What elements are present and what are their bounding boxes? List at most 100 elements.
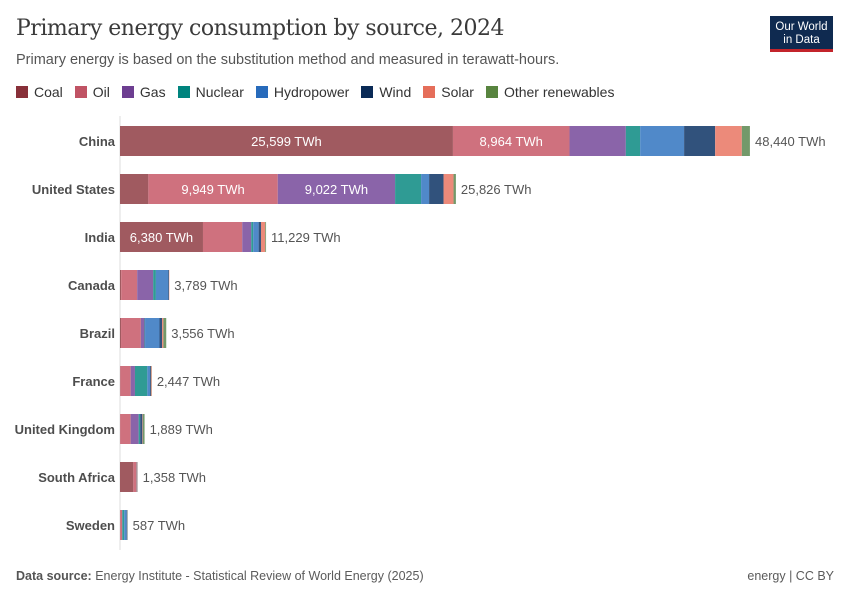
legend-label: Other renewables [503, 84, 615, 100]
legend-label: Solar [441, 84, 474, 100]
bar-segment-other-renewables [265, 222, 267, 252]
total-value-label: 2,447 TWh [157, 374, 220, 389]
owid-logo[interactable]: Our World in Data [770, 16, 833, 52]
segment-value-label: 8,964 TWh [480, 134, 543, 149]
bar-segment-gas [140, 318, 145, 348]
category-label: South Africa [38, 470, 116, 485]
bar-segment-oil [452, 126, 570, 156]
bar-segment-hydropower [253, 222, 259, 252]
total-value-label: 25,826 TWh [461, 182, 532, 197]
source-label: Data source: [16, 569, 92, 583]
legend-item-gas[interactable]: Gas [121, 84, 166, 100]
bar-segment-oil [120, 510, 123, 540]
total-value-label: 11,229 TWh [271, 230, 341, 245]
bar-segment-oil [121, 318, 141, 348]
legend-item-nuclear[interactable]: Nuclear [177, 84, 244, 100]
bar-segment-other-renewables [163, 318, 167, 348]
bar-segment-other-renewables [142, 414, 145, 444]
legend-label: Gas [139, 84, 166, 100]
total-value-label: 587 TWh [133, 518, 186, 533]
total-value-label: 1,358 TWh [143, 470, 206, 485]
bar-segment-oil [202, 222, 243, 252]
bar-segment-nuclear [138, 414, 140, 444]
bar-segment-solar [443, 174, 454, 204]
legend-item-hydropower[interactable]: Hydropower [255, 84, 349, 100]
chart-subtitle: Primary energy is based on the substitut… [16, 52, 560, 68]
bar-segment-wind [159, 318, 163, 348]
category-label: Sweden [66, 518, 115, 533]
legend-swatch [423, 86, 436, 98]
segment-value-label: 9,949 TWh [181, 182, 244, 197]
legend-item-oil[interactable]: Oil [74, 84, 110, 100]
bar-segment-other-renewables [741, 126, 750, 156]
bar-segment-oil [133, 462, 137, 492]
bar-segment-nuclear [122, 510, 125, 540]
bar-segment-nuclear [144, 318, 146, 348]
bar-segment-other-renewables [453, 174, 456, 204]
bar-segment-solar [162, 318, 164, 348]
bar-segment-wind [168, 270, 170, 300]
legend: Coal Oil Gas Nuclear Hydropower Wind Solar Othe… [16, 84, 614, 100]
bar-segment-oil [121, 270, 138, 300]
bar-segment-nuclear [134, 366, 148, 396]
category-label: France [72, 374, 115, 389]
bar-segment-solar [715, 126, 742, 156]
segment-value-label: 9,022 TWh [305, 182, 368, 197]
bar-segment-hydropower [147, 366, 151, 396]
segment-value-label: 25,599 TWh [251, 134, 322, 149]
bar-segment-coal [120, 462, 134, 492]
legend-label: Nuclear [195, 84, 244, 100]
bar-segment-gas [130, 414, 139, 444]
bar-segment-nuclear [251, 222, 254, 252]
bar-segment-coal [120, 174, 149, 204]
bar-segment-wind [140, 414, 143, 444]
total-value-label: 3,789 TWh [174, 278, 237, 293]
bar-segment-wind [258, 222, 261, 252]
bar-segment-solar [150, 366, 152, 396]
category-label: India [85, 230, 116, 245]
bar-segment-hydropower [145, 318, 160, 348]
bar-segment-wind [150, 366, 151, 396]
bar-segment-hydropower [421, 174, 430, 204]
category-label: Brazil [80, 326, 115, 341]
legend-swatch [361, 86, 374, 98]
chart-title: Primary energy consumption by source, 20… [16, 16, 504, 41]
bar-segment-nuclear [625, 126, 641, 156]
bar-segment-coal [120, 222, 203, 252]
bar-segment-hydropower [640, 126, 685, 156]
footer-license[interactable]: energy | CC BY [747, 569, 834, 583]
legend-label: Oil [92, 84, 110, 100]
source-link[interactable]: Energy Institute - Statistical Review of… [95, 569, 424, 583]
bar-segment-oil [120, 414, 131, 444]
bar-segment-nuclear [395, 174, 422, 204]
segment-value-label: 6,380 TWh [130, 230, 193, 245]
total-value-label: 48,440 TWh [755, 134, 826, 149]
legend-swatch [74, 86, 87, 98]
legend-item-solar[interactable]: Solar [423, 84, 474, 100]
legend-item-other-renewables[interactable]: Other renewables [485, 84, 615, 100]
bar-segment-gas [130, 366, 135, 396]
footer-source: Data source: Energy Institute - Statisti… [16, 569, 424, 583]
legend-swatch [121, 86, 134, 98]
bar-segment-coal [120, 126, 453, 156]
total-value-label: 1,889 TWh [150, 422, 213, 437]
legend-label: Coal [34, 84, 63, 100]
bar-segment-hydropower [155, 270, 169, 300]
legend-item-wind[interactable]: Wind [361, 84, 411, 100]
bar-segment-solar [260, 222, 266, 252]
category-label: Canada [68, 278, 116, 293]
bar-segment-coal [120, 270, 122, 300]
legend-item-coal[interactable]: Coal [16, 84, 63, 100]
bar-segment-gas [277, 174, 396, 204]
bar-segment-gas [242, 222, 252, 252]
bar-segment-wind [429, 174, 444, 204]
total-value-label: 3,556 TWh [171, 326, 234, 341]
bar-segment-coal [120, 318, 122, 348]
legend-swatch [255, 86, 268, 98]
bar-segment-oil [148, 174, 278, 204]
bar-segment-wind [126, 510, 128, 540]
bar-segment-oil [120, 366, 131, 396]
legend-swatch [177, 86, 190, 98]
